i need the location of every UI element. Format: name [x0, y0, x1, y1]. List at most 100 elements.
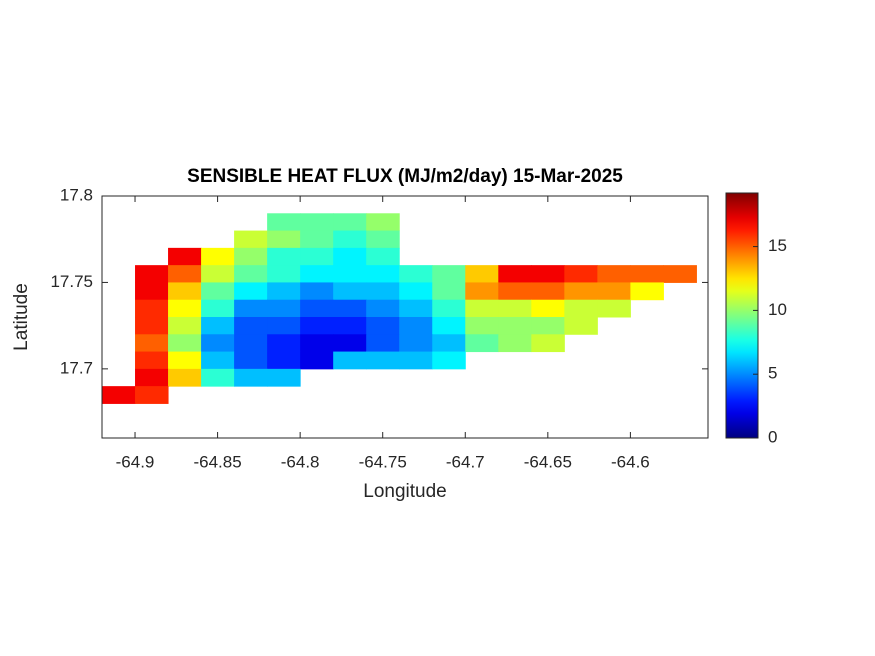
- y-tick-label: 17.75: [50, 272, 93, 291]
- heat-cell: [333, 351, 367, 370]
- heat-cell: [333, 334, 367, 353]
- heat-cell: [333, 282, 367, 301]
- heat-cell: [564, 282, 598, 301]
- heat-cell: [399, 265, 433, 283]
- heat-cell: [201, 351, 235, 370]
- heat-cell: [531, 265, 565, 283]
- heat-cell: [234, 265, 268, 283]
- heat-cell: [300, 334, 334, 353]
- heat-cell: [366, 265, 400, 283]
- heat-cell: [465, 317, 499, 335]
- colorbar-tick-label: 10: [768, 300, 787, 319]
- heat-cell: [498, 317, 532, 335]
- heat-cell: [300, 282, 334, 301]
- heat-cell: [531, 299, 565, 318]
- heat-cell: [267, 247, 301, 266]
- heat-cell: [564, 265, 598, 283]
- heat-cell: [267, 230, 301, 249]
- heat-cell: [267, 351, 301, 370]
- heat-cell: [432, 299, 466, 318]
- heat-cell: [201, 247, 235, 266]
- heat-cell: [333, 317, 367, 335]
- heat-cell: [267, 299, 301, 318]
- heat-cell: [630, 265, 664, 283]
- heat-cell: [531, 334, 565, 353]
- heat-cell: [201, 299, 235, 318]
- heat-cell: [498, 334, 532, 353]
- heat-cell: [498, 265, 532, 283]
- heat-cell: [399, 282, 433, 301]
- heat-cell: [135, 334, 169, 353]
- heat-cell: [300, 265, 334, 283]
- heat-cell: [300, 351, 334, 370]
- heat-cell: [333, 299, 367, 318]
- x-tick-label: -64.7: [446, 452, 485, 471]
- heat-cell: [630, 282, 664, 301]
- heat-cell: [432, 317, 466, 335]
- heat-cell: [432, 282, 466, 301]
- heat-cell: [234, 317, 268, 335]
- heat-cell: [366, 282, 400, 301]
- heat-cell: [465, 282, 499, 301]
- heat-cell: [465, 299, 499, 318]
- heat-cell: [333, 247, 367, 266]
- heat-cell: [531, 282, 565, 301]
- heat-cell: [366, 299, 400, 318]
- heat-cell: [267, 213, 301, 232]
- heat-cell: [234, 247, 268, 266]
- heat-cell: [135, 351, 169, 370]
- heat-cell: [135, 368, 169, 387]
- x-axis-label: Longitude: [363, 481, 446, 502]
- heat-cell: [267, 317, 301, 335]
- heat-cell: [333, 230, 367, 249]
- colorbar-tick-label: 5: [768, 364, 777, 383]
- heat-cell: [201, 282, 235, 301]
- heat-cell: [366, 230, 400, 249]
- heat-cell: [135, 265, 169, 283]
- heat-cell: [135, 317, 169, 335]
- heat-cell: [399, 351, 433, 370]
- heat-cell: [168, 282, 202, 301]
- heat-cell: [399, 334, 433, 353]
- heat-cell: [564, 299, 598, 318]
- heat-cell: [597, 265, 631, 283]
- heat-cell: [234, 230, 268, 249]
- y-tick-label: 17.7: [60, 358, 93, 377]
- heat-cell: [366, 351, 400, 370]
- heat-cell: [333, 213, 367, 232]
- colorbar-tick-label: 15: [768, 236, 787, 255]
- heat-cell: [267, 282, 301, 301]
- heat-cell: [366, 213, 400, 232]
- x-tick-label: -64.75: [359, 452, 407, 471]
- heat-cell: [498, 282, 532, 301]
- heat-cell: [267, 265, 301, 283]
- y-axis-label: Latitude: [11, 283, 32, 351]
- heat-cell: [366, 317, 400, 335]
- x-tick-label: -64.8: [281, 452, 320, 471]
- heat-cell: [399, 299, 433, 318]
- x-tick-label: -64.6: [611, 452, 650, 471]
- heat-cell: [267, 334, 301, 353]
- heat-cell: [300, 299, 334, 318]
- heat-cell: [201, 265, 235, 283]
- heat-cell: [168, 299, 202, 318]
- heat-cell: [432, 265, 466, 283]
- heat-cell: [135, 299, 169, 318]
- heat-cell: [267, 368, 301, 387]
- heat-cell: [201, 334, 235, 353]
- heat-cell: [300, 230, 334, 249]
- heat-cell: [201, 317, 235, 335]
- heat-cell: [597, 299, 631, 318]
- x-tick-label: -64.65: [524, 452, 572, 471]
- map-layer: [102, 213, 697, 404]
- heat-cell: [498, 299, 532, 318]
- heat-cell: [135, 282, 169, 301]
- heat-cell: [168, 317, 202, 335]
- heat-cell: [168, 351, 202, 370]
- colorbar-tick-label: 0: [768, 427, 777, 446]
- heat-cell: [234, 334, 268, 353]
- chart-title: SENSIBLE HEAT FLUX (MJ/m2/day) 15-Mar-20…: [187, 166, 623, 187]
- heat-cell: [168, 334, 202, 353]
- colorbar: [725, 192, 759, 439]
